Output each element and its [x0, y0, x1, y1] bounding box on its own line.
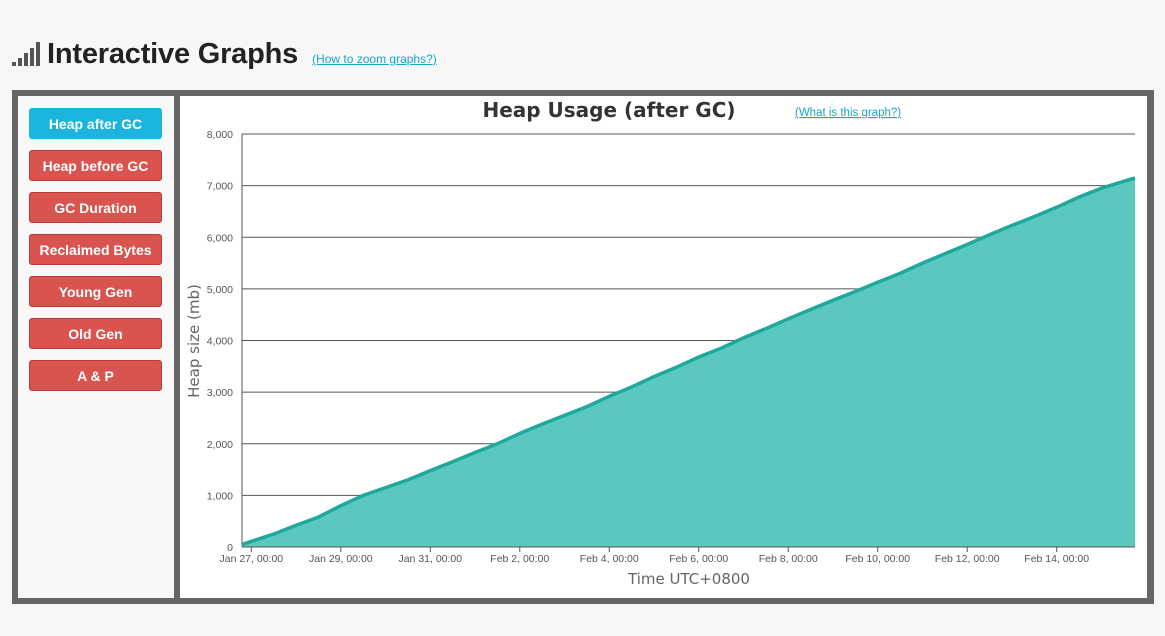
x-tick-label: Feb 12, 00:00 — [935, 553, 1000, 565]
young-gen-button[interactable]: Young Gen — [29, 276, 162, 307]
x-tick-label: Feb 6, 00:00 — [669, 553, 728, 565]
x-tick-label: Jan 27, 00:00 — [220, 553, 284, 565]
page-header: Interactive Graphs (How to zoom graphs?) — [12, 36, 437, 72]
x-tick-label: Jan 29, 00:00 — [309, 553, 373, 565]
zoom-help-link[interactable]: (How to zoom graphs?) — [312, 52, 437, 66]
y-tick-label: 8,000 — [207, 129, 233, 141]
y-tick-label: 7,000 — [207, 181, 233, 193]
x-tick-label: Jan 31, 00:00 — [398, 553, 462, 565]
y-tick-label: 0 — [227, 542, 233, 554]
y-tick-label: 1,000 — [207, 490, 233, 502]
heap-line — [241, 176, 1136, 547]
x-tick-label: Feb 4, 00:00 — [580, 553, 639, 565]
x-tick-label: Feb 10, 00:00 — [845, 553, 910, 565]
y-axis-ticks: 0 1,000 2,000 3,000 4,000 5,000 6,000 7,000 8,00… — [207, 129, 233, 554]
graph-sidebar: Heap after GC Heap before GC GC Duration… — [18, 96, 174, 598]
reclaimed-bytes-button[interactable]: Reclaimed Bytes — [29, 234, 162, 265]
x-tick-label: Feb 14, 00:00 — [1024, 553, 1089, 565]
y-axis-label: Heap size (mb) — [185, 284, 203, 398]
heap-before-gc-button[interactable]: Heap before GC — [29, 150, 162, 181]
gc-duration-button[interactable]: GC Duration — [29, 192, 162, 223]
page-title: Interactive Graphs — [47, 37, 299, 70]
chart-area: Heap Usage (after GC) (What is this grap… — [180, 96, 1147, 598]
y-tick-label: 2,000 — [207, 439, 233, 451]
x-axis-ticks: Jan 27, 00:00 Jan 29, 00:00 Jan 31, 00:00 F… — [220, 547, 1089, 565]
signal-bars-icon — [12, 42, 40, 66]
y-tick-label: 5,000 — [207, 284, 233, 296]
heap-after-gc-button[interactable]: Heap after GC — [29, 108, 162, 139]
x-tick-label: Feb 8, 00:00 — [759, 553, 818, 565]
x-tick-label: Feb 2, 00:00 — [490, 553, 549, 565]
chart-title: Heap Usage (after GC) — [482, 98, 735, 122]
graph-panel: Heap after GC Heap before GC GC Duration… — [12, 90, 1154, 604]
y-tick-label: 4,000 — [207, 336, 233, 348]
old-gen-button[interactable]: Old Gen — [29, 318, 162, 349]
what-is-this-graph-link[interactable]: (What is this graph?) — [795, 107, 901, 119]
heap-usage-chart[interactable]: Heap Usage (after GC) (What is this grap… — [180, 96, 1147, 598]
x-axis-label: Time UTC+0800 — [627, 570, 750, 588]
a-and-p-button[interactable]: A & P — [29, 360, 162, 391]
y-tick-label: 6,000 — [207, 232, 233, 244]
y-tick-label: 3,000 — [207, 387, 233, 399]
